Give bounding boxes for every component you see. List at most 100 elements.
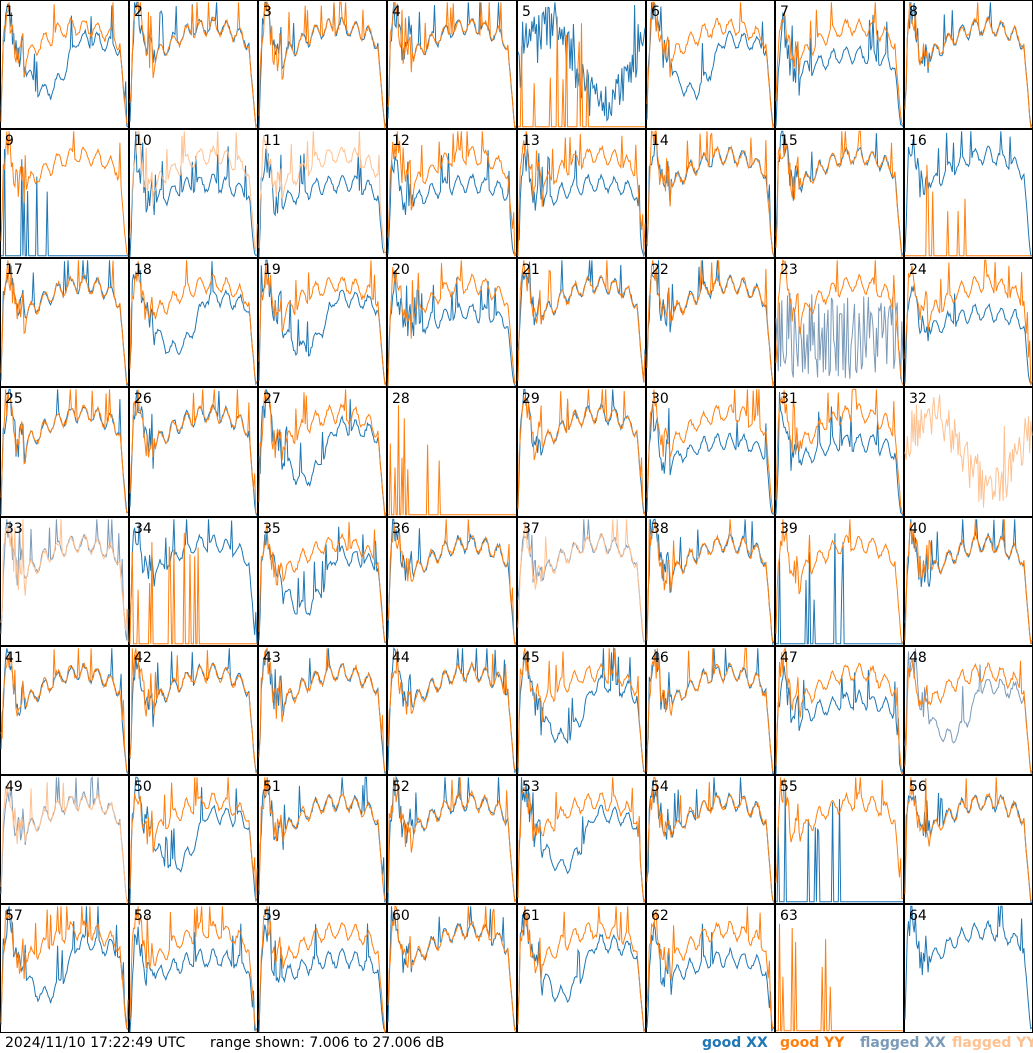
xx-trace	[517, 388, 646, 514]
tile-frame	[904, 646, 1033, 775]
yy-trace	[387, 905, 517, 1033]
tile-55: 55	[775, 775, 904, 904]
xx-trace	[387, 270, 517, 387]
xx-trace	[258, 259, 387, 385]
tile-label: 13	[522, 133, 540, 149]
tile-63: 63	[775, 904, 904, 1033]
yy-trace	[517, 906, 646, 1033]
tile-label: 12	[392, 133, 410, 149]
yy-trace	[775, 388, 904, 514]
yy-trace	[517, 519, 646, 643]
tile-frame	[129, 646, 258, 775]
yy-trace	[258, 0, 387, 129]
xx-trace	[129, 261, 258, 386]
tile-label: 53	[522, 779, 540, 795]
yy-trace	[0, 782, 129, 904]
tile-1: 1	[0, 0, 129, 129]
tile-label: 15	[780, 133, 798, 149]
tile-label: 50	[134, 779, 152, 795]
tile-label: 47	[780, 650, 798, 666]
yy-trace	[129, 648, 258, 774]
tile-label: 31	[780, 391, 798, 407]
xx-trace	[517, 646, 646, 774]
yy-trace	[387, 777, 517, 903]
tile-frame	[646, 387, 775, 517]
tile-label: 63	[780, 908, 798, 924]
tile-label: 48	[909, 650, 927, 666]
tile-label: 60	[392, 908, 410, 924]
tile-16: 16	[904, 129, 1033, 258]
xx-trace	[775, 130, 904, 257]
tile-17: 17	[0, 258, 129, 387]
yy-trace	[646, 519, 775, 644]
tile-label: 10	[134, 133, 152, 149]
xx-trace	[904, 905, 1033, 1030]
yy-trace	[0, 519, 129, 643]
tile-31: 31	[775, 387, 904, 517]
tile-57: 57	[0, 904, 129, 1033]
tile-label: 36	[392, 521, 410, 537]
tile-42: 42	[129, 646, 258, 775]
tile-label: 4	[392, 4, 401, 20]
yy-trace	[387, 519, 517, 645]
yy-trace	[904, 519, 1033, 645]
tile-label: 41	[5, 650, 23, 666]
tile-25: 25	[0, 387, 129, 517]
xx-trace	[646, 403, 775, 515]
tile-24: 24	[904, 258, 1033, 387]
xx-trace	[129, 131, 258, 258]
tile-label: 5	[522, 4, 531, 20]
tile-label: 38	[651, 521, 669, 537]
xx-trace	[258, 526, 387, 644]
xx-trace	[775, 292, 904, 380]
tile-label: 40	[909, 521, 927, 537]
tile-19: 19	[258, 258, 387, 387]
legend-flagged-xx: flagged XX	[860, 1035, 946, 1051]
tile-label: 29	[522, 391, 540, 407]
tile-frame	[646, 0, 775, 129]
tile-62: 62	[646, 904, 775, 1033]
tile-frame	[387, 258, 517, 387]
xx-trace	[387, 2, 517, 129]
tile-label: 16	[909, 133, 927, 149]
yy-trace	[775, 130, 904, 258]
tile-45: 45	[517, 646, 646, 775]
yy-trace	[0, 2, 129, 126]
tile-18: 18	[129, 258, 258, 387]
tile-61: 61	[517, 904, 646, 1033]
tile-frame	[904, 387, 1033, 517]
legend-good-xx: good XX	[702, 1035, 768, 1051]
tile-frame	[258, 517, 387, 646]
tile-frame	[129, 904, 258, 1033]
tile-label: 22	[651, 262, 669, 278]
tile-2: 2	[129, 0, 258, 129]
tile-41: 41	[0, 646, 129, 775]
yy-trace	[776, 923, 903, 1032]
tile-label: 35	[263, 521, 281, 537]
tile-label: 34	[134, 521, 152, 537]
xx-trace	[387, 150, 517, 256]
xx-trace	[0, 260, 129, 387]
tile-frame	[517, 646, 646, 775]
tile-frame	[387, 646, 517, 775]
tile-label: 21	[522, 262, 540, 278]
tile-6: 6	[646, 0, 775, 129]
tile-60: 60	[387, 904, 517, 1033]
yy-trace	[646, 906, 775, 1030]
yy-trace	[775, 258, 904, 386]
yy-trace	[0, 131, 129, 257]
xx-trace	[776, 790, 903, 903]
xx-trace	[0, 3, 129, 128]
tile-8: 8	[904, 0, 1033, 129]
yy-trace	[646, 389, 775, 515]
tile-21: 21	[517, 258, 646, 387]
tile-frame	[258, 775, 387, 904]
yy-trace	[129, 777, 258, 902]
tile-43: 43	[258, 646, 387, 775]
yy-trace	[129, 532, 257, 645]
xx-trace	[517, 777, 646, 903]
yy-trace	[904, 777, 1033, 901]
xx-trace	[775, 391, 904, 517]
yy-trace	[129, 389, 258, 514]
